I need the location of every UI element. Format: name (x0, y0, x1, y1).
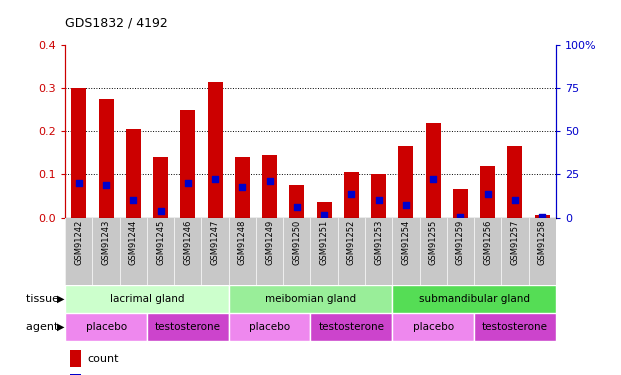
Bar (425, 123, 441, 218)
Point (401, 202, 411, 208)
Text: lacrimal gland: lacrimal gland (110, 294, 184, 304)
Text: testosterone: testosterone (319, 322, 384, 332)
Text: testosterone: testosterone (482, 322, 548, 332)
Point (210, 176, 220, 182)
Point (455, 214, 465, 220)
Text: GSM91257: GSM91257 (510, 219, 519, 265)
Point (510, 197, 520, 203)
Text: GSM91244: GSM91244 (129, 219, 138, 265)
Bar (65, 217, 556, 285)
Text: GSM91259: GSM91259 (456, 219, 465, 265)
Text: agent: agent (26, 322, 62, 332)
Bar (535, 215, 550, 217)
Bar (229, 313, 310, 341)
Point (183, 180, 193, 186)
Bar (262, 155, 277, 218)
Bar (153, 157, 168, 218)
Bar (180, 110, 196, 218)
Bar (507, 146, 522, 218)
Text: GSM91251: GSM91251 (320, 219, 329, 265)
Text: ▶: ▶ (57, 322, 65, 332)
Text: GSM91248: GSM91248 (238, 219, 247, 265)
Text: testosterone: testosterone (155, 322, 221, 332)
Point (374, 197, 384, 203)
Bar (474, 313, 556, 341)
Text: GSM91256: GSM91256 (483, 219, 492, 265)
Bar (317, 202, 332, 217)
Point (347, 191, 356, 197)
Bar (147, 313, 229, 341)
Bar (65, 313, 147, 341)
Text: tissue: tissue (25, 294, 62, 304)
Text: GDS1832 / 4192: GDS1832 / 4192 (65, 17, 168, 30)
Bar (99, 99, 114, 218)
Text: placebo: placebo (412, 322, 454, 332)
Point (156, 208, 166, 214)
Point (292, 204, 302, 210)
Text: GSM91253: GSM91253 (374, 219, 383, 265)
Bar (392, 313, 474, 341)
Bar (65, 285, 229, 313)
Text: placebo: placebo (249, 322, 290, 332)
Text: GSM91249: GSM91249 (265, 219, 274, 265)
Text: ▶: ▶ (57, 294, 65, 304)
Bar (70, 374, 81, 375)
Point (537, 214, 547, 220)
Bar (229, 285, 392, 313)
Text: submandibular gland: submandibular gland (419, 294, 530, 304)
Point (483, 191, 492, 197)
Point (428, 176, 438, 182)
Text: GSM91242: GSM91242 (75, 219, 83, 265)
Bar (453, 189, 468, 217)
Point (101, 182, 111, 188)
Point (129, 197, 138, 203)
Bar (399, 146, 414, 218)
Text: meibomian gland: meibomian gland (265, 294, 356, 304)
Text: GSM91246: GSM91246 (183, 219, 193, 265)
Point (265, 178, 274, 184)
Text: GSM91252: GSM91252 (347, 219, 356, 265)
Text: GSM91255: GSM91255 (428, 219, 438, 265)
Text: count: count (88, 354, 119, 364)
Bar (71, 88, 86, 218)
Bar (289, 185, 304, 218)
Point (74, 180, 84, 186)
Text: GSM91247: GSM91247 (211, 219, 220, 265)
Text: GSM91243: GSM91243 (102, 219, 111, 265)
Bar (235, 157, 250, 218)
Bar (480, 166, 495, 218)
Point (319, 212, 329, 218)
Bar (126, 129, 141, 218)
Bar (344, 172, 359, 217)
Bar (70, 350, 81, 367)
Text: GSM91245: GSM91245 (156, 219, 165, 265)
Bar (310, 313, 392, 341)
Point (237, 184, 247, 190)
Text: GSM91250: GSM91250 (292, 219, 301, 265)
Bar (371, 174, 386, 217)
Text: GSM91254: GSM91254 (401, 219, 410, 265)
Text: placebo: placebo (86, 322, 127, 332)
Bar (392, 285, 556, 313)
Text: GSM91258: GSM91258 (538, 219, 546, 265)
Bar (207, 82, 222, 218)
